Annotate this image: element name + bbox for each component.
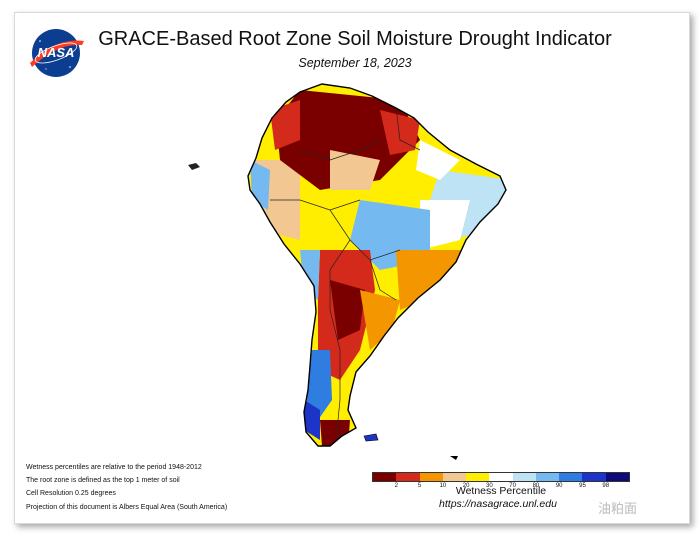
legend-swatch xyxy=(466,473,490,481)
legend-tick-label: 90 xyxy=(555,483,563,489)
legend-swatch xyxy=(396,473,420,481)
legend-tick-label: 20 xyxy=(462,483,470,489)
wetness-raster xyxy=(248,84,506,446)
legend-tick-label: 2 xyxy=(394,483,398,489)
legend-tick-label: 95 xyxy=(579,483,586,489)
legend-swatch xyxy=(582,473,606,481)
map-notes: Wetness percentiles are relative to the … xyxy=(26,461,227,514)
note-resolution: Cell Resolution 0.25 degrees xyxy=(26,490,116,498)
legend-tick-label: 70 xyxy=(509,483,516,489)
map-title: GRACE-Based Root Zone Soil Moisture Drou… xyxy=(98,28,612,50)
galapagos-islands xyxy=(188,163,200,170)
source-url[interactable]: https://nasagrace.unl.edu xyxy=(439,498,557,510)
legend-color-bar xyxy=(372,472,630,482)
legend-ticks: 2 5 10 20 30 70 80 90 95 98 xyxy=(372,482,630,491)
wetness-legend: 2 5 10 20 30 70 80 90 95 98 xyxy=(372,472,630,491)
legend-swatch xyxy=(489,473,513,481)
legend-swatch xyxy=(559,473,583,481)
legend-swatch xyxy=(442,473,467,481)
nasa-logo-text: NASA xyxy=(38,45,75,60)
legend-swatch xyxy=(535,473,560,481)
nasa-logo-icon: NASA xyxy=(30,29,84,77)
legend-swatch xyxy=(419,473,443,481)
legend-tick-label: 98 xyxy=(602,483,610,489)
legend-tick-label: 30 xyxy=(486,483,493,489)
legend-tick-label: 80 xyxy=(532,483,540,489)
legend-tick-label: 5 xyxy=(417,483,422,489)
legend-tick-label: 10 xyxy=(439,483,447,489)
legend-swatch xyxy=(373,473,397,481)
legend-swatch xyxy=(605,473,629,481)
note-projection: Projection of this document is Albers Eq… xyxy=(26,503,228,511)
map-date: September 18, 2023 xyxy=(298,56,412,70)
legend-title: Wetness Percentile xyxy=(455,485,547,497)
south-georgia-island xyxy=(450,456,458,460)
country-borders xyxy=(270,107,421,441)
legend-swatch xyxy=(512,473,536,481)
note-period: Wetness percentiles are relative to the … xyxy=(26,464,202,471)
falkland-islands xyxy=(363,433,379,442)
continent-outline xyxy=(247,83,507,447)
watermark-text: 油粕面 xyxy=(598,501,638,516)
note-root-zone: The root zone is defined as the top 1 me… xyxy=(26,477,180,485)
